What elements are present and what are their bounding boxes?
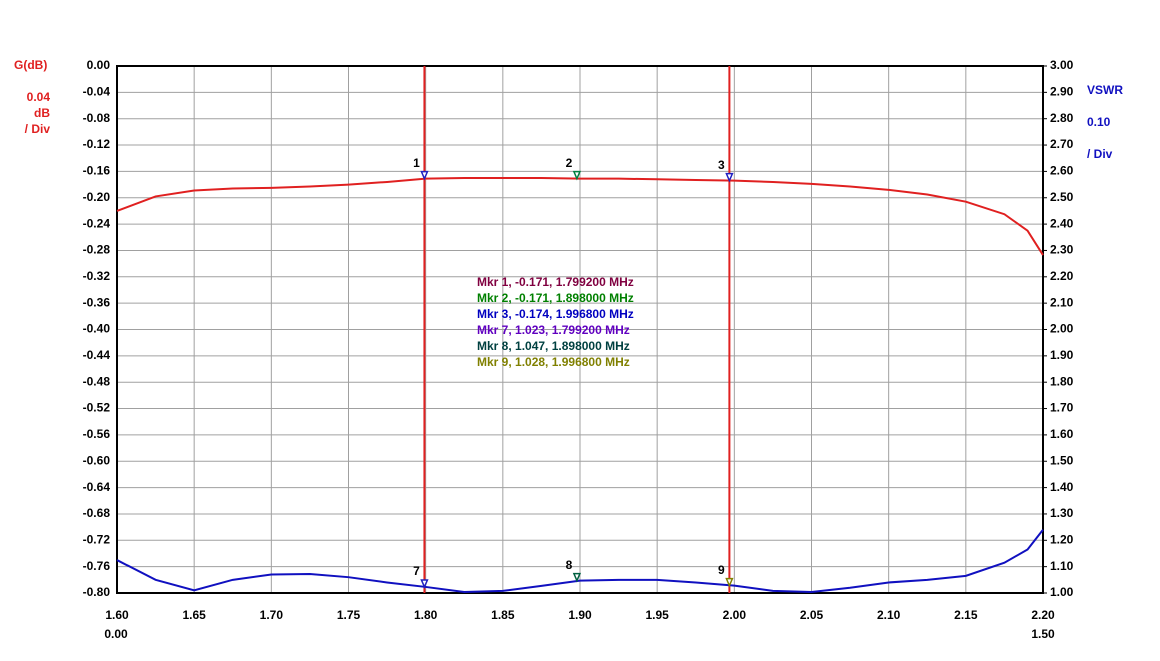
y-scale: dB: [34, 106, 50, 120]
series-line: [116, 176, 1044, 256]
y2-tick-label: 2.40: [1050, 216, 1074, 230]
y2-tick-label: 1.30: [1050, 506, 1074, 520]
y2-tick-label: 1.20: [1050, 532, 1074, 546]
y-tick-label: -0.24: [83, 216, 111, 230]
marker: [420, 579, 429, 589]
y-tick-label: -0.68: [83, 506, 111, 520]
marker: [725, 172, 734, 183]
y2-tick-label: 2.30: [1050, 243, 1074, 257]
x-tick-label: 1.95: [645, 608, 669, 622]
y-axis-title: G(dB): [14, 58, 47, 72]
marker-label: 2: [566, 156, 573, 170]
y-tick-label: -0.76: [83, 559, 111, 573]
y-tick-label: -0.56: [83, 427, 111, 441]
y2-tick-label: 2.10: [1050, 295, 1074, 309]
y2-axis-title: VSWR: [1087, 83, 1123, 97]
x-tick-label: 2.15: [954, 608, 978, 622]
y-tick-label: -0.48: [83, 374, 111, 388]
x-tick-label: 1.90: [568, 608, 592, 622]
x-tick-label: 2.20: [1031, 608, 1055, 622]
marker-label: 8: [566, 558, 573, 572]
marker-readout: Mkr 1, -0.171, 1.799200 MHz: [477, 275, 634, 289]
marker-label: 9: [718, 563, 725, 577]
y2-tick-label: 1.60: [1050, 427, 1074, 441]
y2-tick-label: 2.80: [1050, 111, 1074, 125]
y2-tick-label: 1.50: [1050, 453, 1074, 467]
marker: [420, 170, 429, 181]
x-tick-label: 2.00: [723, 608, 747, 622]
y-tick-label: 0.00: [87, 58, 111, 72]
y-scale: 0.04: [27, 90, 51, 104]
y-tick-label: -0.20: [83, 190, 111, 204]
marker-readout: Mkr 3, -0.174, 1.996800 MHz: [477, 307, 634, 321]
y-tick-label: -0.12: [83, 137, 111, 151]
x-tick-label: 2.05: [800, 608, 824, 622]
y2-tick-label: 2.90: [1050, 85, 1074, 99]
marker-readout: Mkr 9, 1.028, 1.996800 MHz: [477, 355, 630, 369]
y2-tick-label: 3.00: [1050, 58, 1074, 72]
y-tick-label: -0.52: [83, 401, 111, 415]
marker: [572, 170, 582, 181]
x-tick-label: 1.85: [491, 608, 515, 622]
y2-tick-label: 1.00: [1050, 585, 1074, 599]
y-tick-label: -0.44: [83, 348, 111, 362]
y2-tick-label: 2.60: [1050, 164, 1074, 178]
y-tick-label: -0.32: [83, 269, 111, 283]
marker-readout: Mkr 8, 1.047, 1.898000 MHz: [477, 339, 630, 353]
y-tick-label: -0.04: [83, 85, 111, 99]
marker-label: 3: [718, 158, 725, 172]
y-tick-label: -0.60: [83, 453, 111, 467]
y-scale: / Div: [25, 122, 51, 136]
y2-tick-label: 2.20: [1050, 269, 1074, 283]
y2-tick-label: 1.90: [1050, 348, 1074, 362]
x-tick-label: 1.70: [260, 608, 284, 622]
marker-readout: Mkr 2, -0.171, 1.898000 MHz: [477, 291, 634, 305]
y2-scale: 0.10: [1087, 115, 1111, 129]
x-sublabel: 0.00: [104, 627, 128, 641]
y-tick-label: -0.40: [83, 322, 111, 336]
y-tick-label: -0.64: [83, 480, 111, 494]
y2-tick-label: 2.70: [1050, 137, 1074, 151]
marker-label: 1: [413, 156, 420, 170]
series-line: [116, 529, 1044, 593]
plot-frame: [116, 65, 1044, 594]
marker: [725, 577, 734, 588]
x-tick-label: 1.80: [414, 608, 438, 622]
x-tick-label: 1.75: [337, 608, 361, 622]
marker: [572, 572, 582, 583]
y-tick-label: -0.16: [83, 164, 111, 178]
y2-scale: / Div: [1087, 147, 1113, 161]
y2-tick-label: 1.70: [1050, 401, 1074, 415]
x-sublabel: 1.50: [1031, 627, 1055, 641]
y-tick-label: -0.80: [83, 585, 111, 599]
y2-tick-label: 1.10: [1050, 559, 1074, 573]
x-tick-label: 1.65: [182, 608, 206, 622]
y2-tick-label: 2.50: [1050, 190, 1074, 204]
y2-tick-label: 1.40: [1050, 480, 1074, 494]
marker-label: 7: [413, 564, 420, 578]
y-tick-label: -0.36: [83, 295, 111, 309]
y-tick-label: -0.28: [83, 243, 111, 257]
y2-tick-label: 1.80: [1050, 374, 1074, 388]
y2-tick-label: 2.00: [1050, 322, 1074, 336]
x-tick-label: 1.60: [105, 608, 129, 622]
marker-readout: Mkr 7, 1.023, 1.799200 MHz: [477, 323, 630, 337]
y-tick-label: -0.72: [83, 532, 111, 546]
x-tick-label: 2.10: [877, 608, 901, 622]
y-tick-label: -0.08: [83, 111, 111, 125]
